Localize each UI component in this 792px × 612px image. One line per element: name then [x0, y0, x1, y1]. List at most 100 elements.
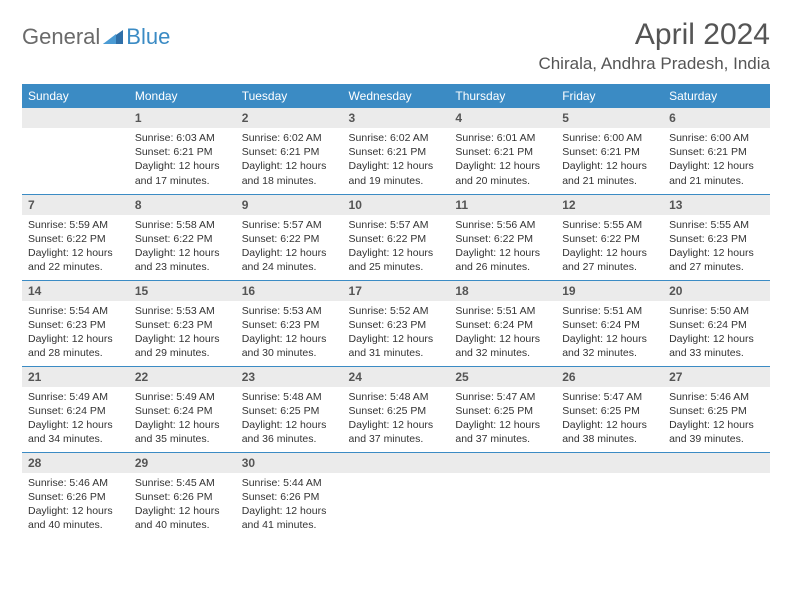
day-details: Sunrise: 5:47 AMSunset: 6:25 PMDaylight:…: [449, 387, 556, 451]
day-details: Sunrise: 5:51 AMSunset: 6:24 PMDaylight:…: [556, 301, 663, 365]
day-details: Sunrise: 6:00 AMSunset: 6:21 PMDaylight:…: [663, 128, 770, 192]
brand-text-1: General: [22, 24, 100, 50]
day-details: Sunrise: 5:59 AMSunset: 6:22 PMDaylight:…: [22, 215, 129, 279]
day-number: 10: [343, 195, 450, 215]
calendar-day-cell: 11Sunrise: 5:56 AMSunset: 6:22 PMDayligh…: [449, 194, 556, 280]
day-number: 30: [236, 453, 343, 473]
calendar-day-cell: 5Sunrise: 6:00 AMSunset: 6:21 PMDaylight…: [556, 108, 663, 194]
calendar-day-cell: 23Sunrise: 5:48 AMSunset: 6:25 PMDayligh…: [236, 366, 343, 452]
calendar-day-cell: 17Sunrise: 5:52 AMSunset: 6:23 PMDayligh…: [343, 280, 450, 366]
day-details: Sunrise: 5:48 AMSunset: 6:25 PMDaylight:…: [343, 387, 450, 451]
day-details: Sunrise: 5:58 AMSunset: 6:22 PMDaylight:…: [129, 215, 236, 279]
calendar-day-cell: 16Sunrise: 5:53 AMSunset: 6:23 PMDayligh…: [236, 280, 343, 366]
day-details: Sunrise: 5:49 AMSunset: 6:24 PMDaylight:…: [22, 387, 129, 451]
day-details: Sunrise: 5:52 AMSunset: 6:23 PMDaylight:…: [343, 301, 450, 365]
calendar-day-cell: 18Sunrise: 5:51 AMSunset: 6:24 PMDayligh…: [449, 280, 556, 366]
day-details: Sunrise: 5:45 AMSunset: 6:26 PMDaylight:…: [129, 473, 236, 537]
calendar-day-cell: 19Sunrise: 5:51 AMSunset: 6:24 PMDayligh…: [556, 280, 663, 366]
month-title: April 2024: [538, 18, 770, 52]
location-subtitle: Chirala, Andhra Pradesh, India: [538, 54, 770, 74]
day-details: Sunrise: 5:48 AMSunset: 6:25 PMDaylight:…: [236, 387, 343, 451]
day-details: Sunrise: 6:03 AMSunset: 6:21 PMDaylight:…: [129, 128, 236, 192]
calendar-day-cell: 27Sunrise: 5:46 AMSunset: 6:25 PMDayligh…: [663, 366, 770, 452]
calendar-day-cell: 15Sunrise: 5:53 AMSunset: 6:23 PMDayligh…: [129, 280, 236, 366]
calendar-day-cell: 8Sunrise: 5:58 AMSunset: 6:22 PMDaylight…: [129, 194, 236, 280]
day-number: 13: [663, 195, 770, 215]
day-number: [22, 108, 129, 128]
calendar-week-row: 21Sunrise: 5:49 AMSunset: 6:24 PMDayligh…: [22, 366, 770, 452]
day-number: 5: [556, 108, 663, 128]
day-details: Sunrise: 6:00 AMSunset: 6:21 PMDaylight:…: [556, 128, 663, 192]
day-number: 16: [236, 281, 343, 301]
calendar-day-cell: 22Sunrise: 5:49 AMSunset: 6:24 PMDayligh…: [129, 366, 236, 452]
weekday-header: Friday: [556, 84, 663, 108]
calendar-day-cell: 4Sunrise: 6:01 AMSunset: 6:21 PMDaylight…: [449, 108, 556, 194]
day-details: Sunrise: 6:01 AMSunset: 6:21 PMDaylight:…: [449, 128, 556, 192]
day-details: Sunrise: 5:53 AMSunset: 6:23 PMDaylight:…: [129, 301, 236, 365]
calendar-day-cell: [556, 452, 663, 538]
calendar-week-row: 7Sunrise: 5:59 AMSunset: 6:22 PMDaylight…: [22, 194, 770, 280]
day-number: 18: [449, 281, 556, 301]
day-number: [663, 453, 770, 473]
day-details: Sunrise: 5:55 AMSunset: 6:23 PMDaylight:…: [663, 215, 770, 279]
day-number: 8: [129, 195, 236, 215]
day-number: 28: [22, 453, 129, 473]
day-details: Sunrise: 5:53 AMSunset: 6:23 PMDaylight:…: [236, 301, 343, 365]
calendar-day-cell: 2Sunrise: 6:02 AMSunset: 6:21 PMDaylight…: [236, 108, 343, 194]
day-details: Sunrise: 5:50 AMSunset: 6:24 PMDaylight:…: [663, 301, 770, 365]
calendar-day-cell: 1Sunrise: 6:03 AMSunset: 6:21 PMDaylight…: [129, 108, 236, 194]
day-number: 12: [556, 195, 663, 215]
day-number: 3: [343, 108, 450, 128]
weekday-header: Sunday: [22, 84, 129, 108]
calendar-week-row: 14Sunrise: 5:54 AMSunset: 6:23 PMDayligh…: [22, 280, 770, 366]
weekday-header: Wednesday: [343, 84, 450, 108]
calendar-day-cell: 9Sunrise: 5:57 AMSunset: 6:22 PMDaylight…: [236, 194, 343, 280]
day-number: 29: [129, 453, 236, 473]
day-number: 26: [556, 367, 663, 387]
day-number: 19: [556, 281, 663, 301]
day-number: 25: [449, 367, 556, 387]
day-number: 4: [449, 108, 556, 128]
calendar-day-cell: 29Sunrise: 5:45 AMSunset: 6:26 PMDayligh…: [129, 452, 236, 538]
calendar-day-cell: 21Sunrise: 5:49 AMSunset: 6:24 PMDayligh…: [22, 366, 129, 452]
weekday-header: Monday: [129, 84, 236, 108]
brand-text-2: Blue: [126, 24, 170, 50]
day-details: Sunrise: 5:57 AMSunset: 6:22 PMDaylight:…: [343, 215, 450, 279]
day-details: Sunrise: 5:44 AMSunset: 6:26 PMDaylight:…: [236, 473, 343, 537]
day-number: 21: [22, 367, 129, 387]
calendar-day-cell: 10Sunrise: 5:57 AMSunset: 6:22 PMDayligh…: [343, 194, 450, 280]
calendar-day-cell: 30Sunrise: 5:44 AMSunset: 6:26 PMDayligh…: [236, 452, 343, 538]
calendar-week-row: 1Sunrise: 6:03 AMSunset: 6:21 PMDaylight…: [22, 108, 770, 194]
weekday-header: Tuesday: [236, 84, 343, 108]
title-block: April 2024 Chirala, Andhra Pradesh, Indi…: [538, 18, 770, 74]
day-number: 24: [343, 367, 450, 387]
calendar-day-cell: 7Sunrise: 5:59 AMSunset: 6:22 PMDaylight…: [22, 194, 129, 280]
day-number: [449, 453, 556, 473]
day-details: Sunrise: 6:02 AMSunset: 6:21 PMDaylight:…: [236, 128, 343, 192]
day-details: Sunrise: 5:47 AMSunset: 6:25 PMDaylight:…: [556, 387, 663, 451]
day-details: Sunrise: 5:46 AMSunset: 6:26 PMDaylight:…: [22, 473, 129, 537]
calendar-day-cell: 6Sunrise: 6:00 AMSunset: 6:21 PMDaylight…: [663, 108, 770, 194]
calendar-table: Sunday Monday Tuesday Wednesday Thursday…: [22, 84, 770, 538]
day-number: 23: [236, 367, 343, 387]
weekday-header-row: Sunday Monday Tuesday Wednesday Thursday…: [22, 84, 770, 108]
day-number: 22: [129, 367, 236, 387]
day-details: Sunrise: 5:56 AMSunset: 6:22 PMDaylight:…: [449, 215, 556, 279]
day-details: Sunrise: 5:46 AMSunset: 6:25 PMDaylight:…: [663, 387, 770, 451]
day-number: [556, 453, 663, 473]
day-details: Sunrise: 5:57 AMSunset: 6:22 PMDaylight:…: [236, 215, 343, 279]
calendar-week-row: 28Sunrise: 5:46 AMSunset: 6:26 PMDayligh…: [22, 452, 770, 538]
day-number: 11: [449, 195, 556, 215]
weekday-header: Saturday: [663, 84, 770, 108]
calendar-day-cell: 28Sunrise: 5:46 AMSunset: 6:26 PMDayligh…: [22, 452, 129, 538]
day-number: 15: [129, 281, 236, 301]
calendar-day-cell: 14Sunrise: 5:54 AMSunset: 6:23 PMDayligh…: [22, 280, 129, 366]
calendar-day-cell: [343, 452, 450, 538]
calendar-day-cell: 3Sunrise: 6:02 AMSunset: 6:21 PMDaylight…: [343, 108, 450, 194]
brand-triangle-icon: [103, 26, 123, 49]
brand-logo: General Blue: [22, 24, 170, 50]
calendar-day-cell: 24Sunrise: 5:48 AMSunset: 6:25 PMDayligh…: [343, 366, 450, 452]
calendar-day-cell: 26Sunrise: 5:47 AMSunset: 6:25 PMDayligh…: [556, 366, 663, 452]
day-details: Sunrise: 5:54 AMSunset: 6:23 PMDaylight:…: [22, 301, 129, 365]
day-number: 7: [22, 195, 129, 215]
